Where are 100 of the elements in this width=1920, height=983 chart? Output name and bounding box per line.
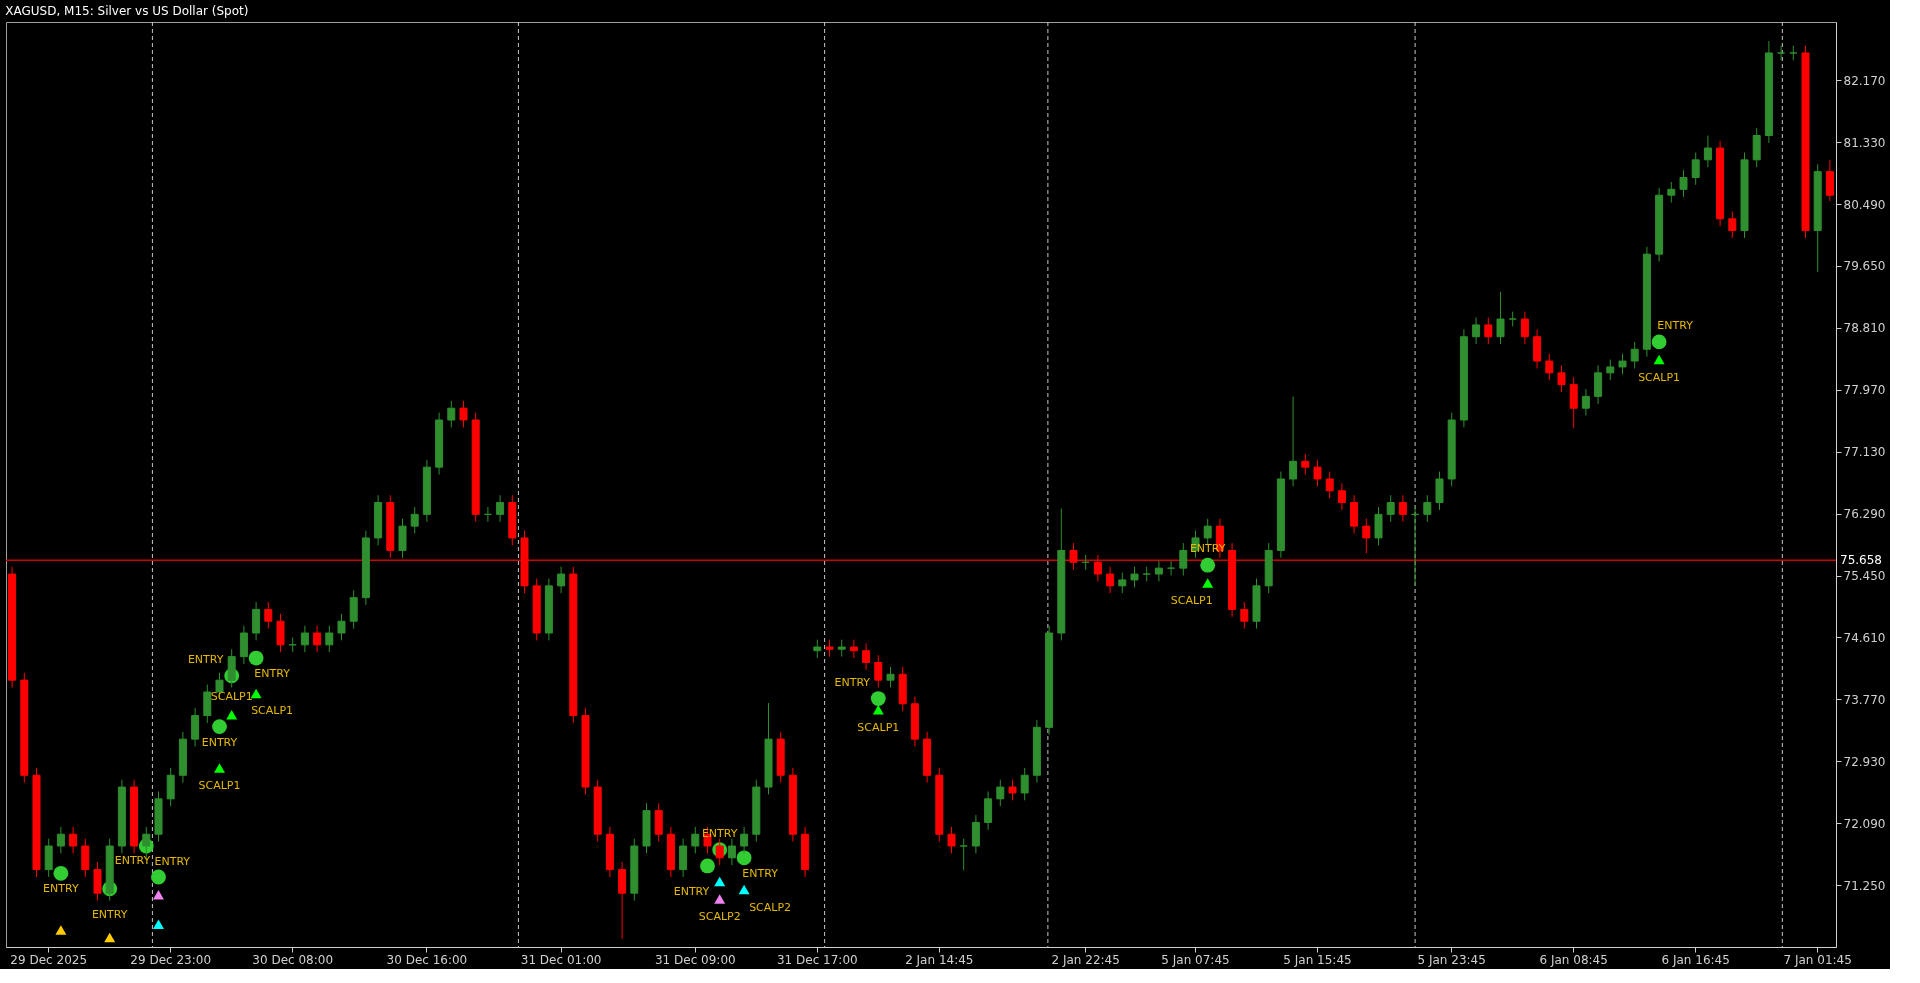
candlestick [1069,542,1078,571]
point [1653,354,1665,365]
candlestick [1557,364,1566,393]
x-tick-label: 31 Dec 01:00 [520,952,602,967]
candlestick [1350,494,1359,535]
data-label: ENTRY [154,855,191,869]
candlestick [313,625,322,653]
x-tick-label: 31 Dec 17:00 [776,952,858,967]
ref-line-label: 75.658 [1840,553,1882,568]
candlestick [1569,376,1578,429]
candlestick [1679,169,1688,198]
point [248,650,264,666]
data-label: ENTRY [254,667,291,681]
candlestick [1618,353,1627,375]
data-label: ENTRY [187,652,224,666]
candlestick [349,589,358,630]
x-tick-label: 30 Dec 08:00 [252,952,334,967]
y-tick-label: 75.450 [1843,569,1886,584]
candlestick [93,861,102,902]
point [226,710,238,720]
candlestick [1496,291,1505,345]
x-tick-label: 6 Jan 16:45 [1661,952,1730,967]
point [104,932,116,943]
candlestick [1337,482,1346,511]
candlestick [337,613,346,641]
x-tick-label: 5 Jan 15:45 [1283,952,1352,967]
x-tick-label: 2 Jan 14:45 [905,952,974,967]
x-tick-label: 29 Dec 2025 [10,952,88,967]
candlestick [947,826,956,854]
y-tick-label: 80.490 [1843,197,1886,212]
data-label: SCALP2 [698,910,741,924]
candlestick [1667,181,1676,204]
candlestick [1398,494,1407,523]
candlestick [447,400,456,428]
candlestick [1691,151,1700,186]
point [153,919,164,929]
candlestick [1423,494,1432,523]
candlestick [1728,210,1737,239]
candlestick [166,767,175,807]
point [53,865,69,881]
data-label: ENTRY [742,866,779,880]
data-label: SCALP1 [251,704,294,718]
point [1651,334,1667,350]
point [212,719,227,735]
data-label: SCALP1 [1638,370,1681,384]
candlestick [679,838,688,878]
candlestick [459,400,468,428]
candlestick [691,826,700,854]
candlestick [813,639,822,659]
candlestick [191,707,200,748]
candlestick [1118,572,1127,594]
candlestick [1472,317,1481,345]
x-tick-label: 31 Dec 09:00 [654,952,736,967]
data-label: ENTRY [114,853,151,867]
y-tick-label: 81.330 [1843,135,1886,150]
candlestick [1020,767,1029,801]
y-tick-label: 71.250 [1843,878,1886,893]
point [714,894,726,904]
y-tick-label: 78.810 [1843,321,1886,336]
candlestick [1179,542,1188,577]
candlestick [81,838,90,878]
candlestick [239,625,248,665]
candlestick [971,814,980,854]
candlestick [203,684,212,724]
data-label: SCALP1 [1170,593,1213,607]
candlestick [1325,471,1334,499]
candlestick [1301,453,1310,476]
x-tick-label: 5 Jan 23:45 [1417,952,1486,967]
candlestick [862,642,871,671]
point [55,925,67,935]
candlestick [1435,471,1444,511]
data-label: ENTRY [91,907,128,921]
candlestick [1581,388,1590,417]
data-label: SCALP1 [857,720,900,734]
candlestick [1203,518,1212,546]
candlestick [984,790,993,831]
candlestick [874,654,883,689]
candlestick [1630,341,1639,369]
data-label: ENTRY [43,882,79,896]
y-tick-label: 72.930 [1843,754,1886,769]
candlestick [1008,779,1017,801]
candlestick [300,625,309,653]
candlestick [959,838,968,871]
candlestick [1606,359,1615,381]
candlestick [1545,353,1554,381]
candlestick [1289,395,1298,487]
data-label: SCALP1 [198,778,241,792]
candlestick [1484,317,1493,345]
y-tick-label: 73.770 [1843,692,1886,707]
data-label: ENTRY [834,675,871,689]
point [214,763,225,773]
candlestick [849,639,858,659]
candlestick [1520,311,1529,345]
candlestick [1130,566,1139,588]
candlestick [56,826,65,854]
candlestick [1386,494,1395,523]
candlestick [496,494,505,523]
x-tick-label: 2 Jan 22:45 [1051,952,1120,967]
candlestick [1362,518,1371,554]
x-tick-label: 7 Jan 01:45 [1783,952,1852,967]
